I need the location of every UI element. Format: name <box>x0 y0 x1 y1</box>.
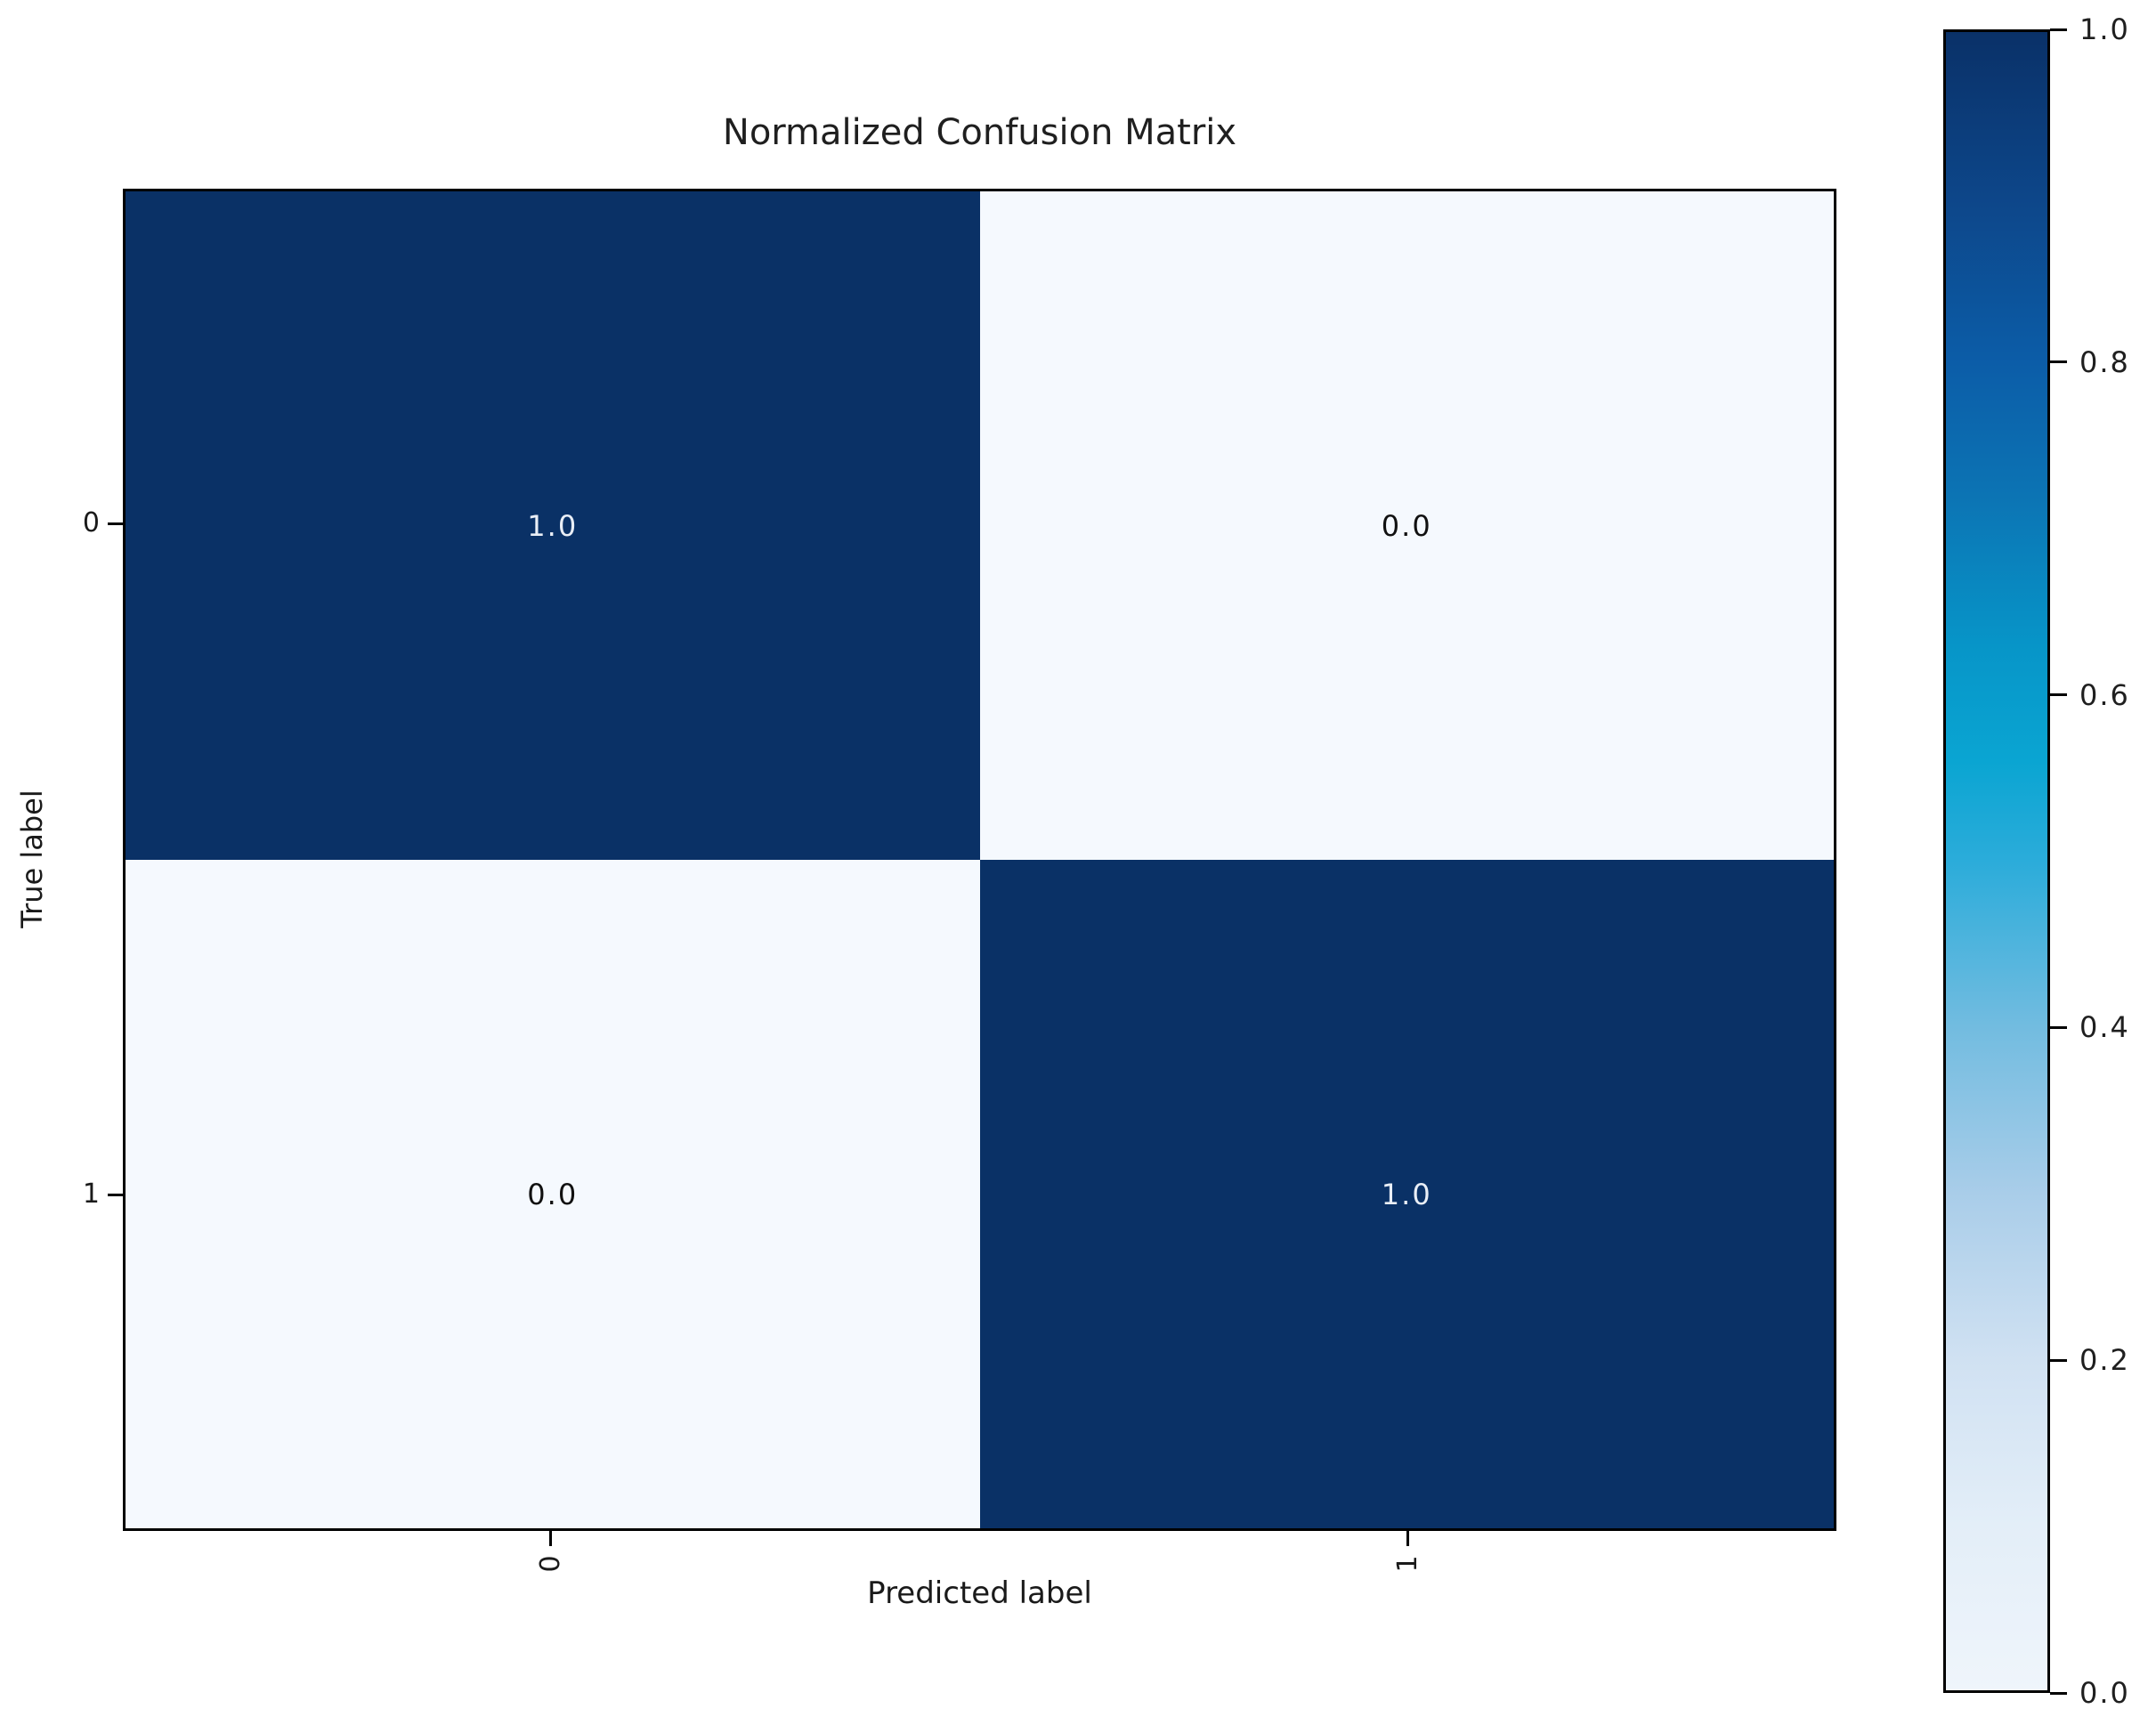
colorbar-axis: 1.0 0.8 0.6 0.4 0.2 0.0 <box>2050 12 2156 1710</box>
chart-title: Normalized Confusion Matrix <box>722 112 1237 153</box>
x-tick-label-0: 0 <box>535 1555 566 1573</box>
confusion-matrix-plot: 1.0 0.0 0.0 1.0 <box>123 189 1836 1531</box>
y-axis-title: True label <box>15 790 49 928</box>
colorbar-tick-mark <box>2050 360 2067 364</box>
y-tick-label-1: 1 <box>82 1178 100 1210</box>
colorbar-tick-label: 0.0 <box>2079 1676 2130 1710</box>
x-tick-mark-0 <box>549 1531 552 1546</box>
matrix-cell-true0-pred0: 1.0 <box>126 191 980 860</box>
x-tick-label-1: 1 <box>1392 1555 1423 1573</box>
y-tick-label-0: 0 <box>82 507 100 539</box>
colorbar-tick-mark <box>2050 28 2067 31</box>
colorbar-tick-label: 0.4 <box>2079 1010 2130 1045</box>
colorbar-tick-label: 0.6 <box>2079 677 2130 712</box>
matrix-cell-true1-pred0: 0.0 <box>126 860 980 1528</box>
cell-value: 0.0 <box>1381 508 1432 543</box>
colorbar-tick-mark <box>2050 1025 2067 1029</box>
matrix-cell-true1-pred1: 1.0 <box>979 860 1834 1528</box>
colorbar-tick-mark <box>2050 1358 2067 1362</box>
colorbar-tick-label: 0.8 <box>2079 344 2130 379</box>
y-tick-mark-0 <box>108 522 123 525</box>
colorbar-tick-mark <box>2050 693 2067 697</box>
colorbar-gradient <box>1943 29 2050 1693</box>
x-axis-title: Predicted label <box>867 1575 1092 1611</box>
matrix-cell-true0-pred1: 0.0 <box>979 191 1834 860</box>
cell-value: 0.0 <box>527 1177 579 1211</box>
cell-value: 1.0 <box>527 508 579 543</box>
x-tick-mark-1 <box>1406 1531 1409 1546</box>
cell-value: 1.0 <box>1381 1177 1432 1211</box>
y-tick-mark-1 <box>108 1194 123 1196</box>
colorbar-tick-mark <box>2050 1691 2067 1695</box>
colorbar-tick-label: 1.0 <box>2079 12 2130 46</box>
colorbar-tick-label: 0.2 <box>2079 1343 2130 1378</box>
